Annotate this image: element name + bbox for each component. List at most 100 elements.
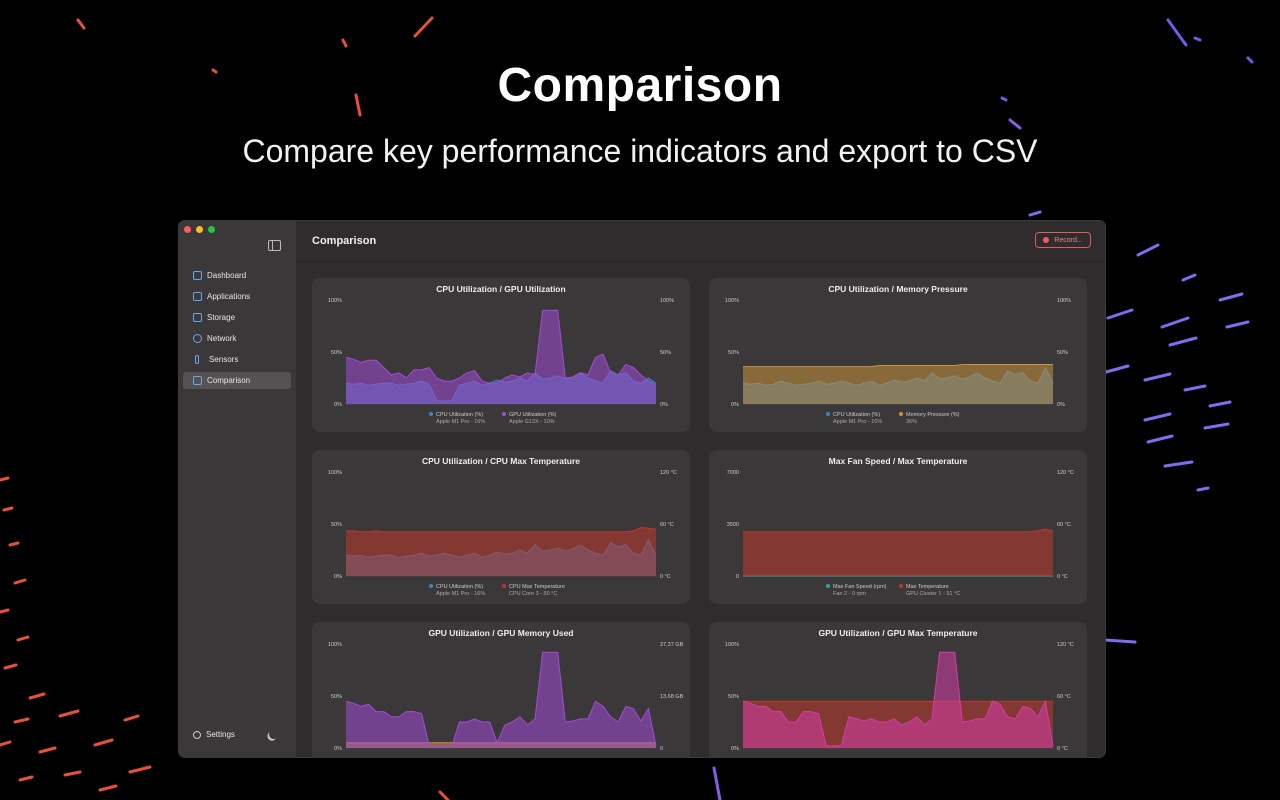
y-tick-left: 7000 (727, 470, 739, 476)
sidebar-item-label: Applications (207, 292, 251, 301)
y-tick-right: 50% (1057, 350, 1068, 356)
chart-card: Max Fan Speed / Max Temperature 7000 3500 0… (709, 450, 1087, 604)
page-title: Comparison (312, 235, 377, 247)
streak (1196, 486, 1210, 492)
sidebar-item-sensors[interactable]: Sensors (183, 351, 291, 368)
y-tick-left: 0% (731, 402, 739, 408)
streak (0, 476, 10, 482)
y-tick-right: 120 °C (1057, 642, 1074, 648)
streak (1146, 434, 1174, 444)
grid-icon (193, 271, 202, 280)
y-tick-left: 100% (725, 642, 739, 648)
y-tick-left: 3500 (727, 522, 739, 528)
zoom-button[interactable] (208, 226, 215, 233)
series-line (743, 364, 1053, 368)
chart-title: CPU Utilization / CPU Max Temperature (422, 456, 580, 466)
legend-label: Max Fan Speed (rpm) (833, 584, 887, 590)
series-area (743, 529, 1053, 576)
legend-sub: Apple M1 Pro - 16% (436, 591, 485, 597)
series-line (743, 528, 1054, 533)
gear-icon (193, 730, 201, 739)
streak (1181, 273, 1197, 282)
legend-sub: Apple M1 Pro - 16% (436, 419, 485, 425)
streak (1163, 460, 1194, 468)
sidebar-nav: Dashboard Applications Storage Network S… (183, 267, 291, 393)
streak (1208, 400, 1232, 408)
streak (13, 717, 30, 724)
record-dot-icon (1043, 237, 1050, 243)
chart-svg: Max Fan Speed / Max Temperature 7000 3500 0… (727, 456, 1074, 597)
streak (2, 506, 14, 512)
legend-entry: CPU Utilization (%)Apple M1 Pro - 16% (826, 412, 882, 425)
y-tick-right: 0 °C (1057, 746, 1068, 752)
streak (1103, 638, 1137, 644)
series-area (346, 652, 656, 748)
streak (1160, 316, 1190, 329)
series-line (346, 526, 657, 533)
y-tick-right: 13,68 GB (660, 694, 684, 700)
chart-card: CPU Utilization / CPU Max Temperature 100… (312, 450, 690, 604)
streak (1000, 96, 1008, 102)
y-tick-right: 60 °C (1057, 694, 1071, 700)
streak (1104, 364, 1130, 374)
sidebar-toggle-icon[interactable] (268, 240, 281, 251)
y-tick-left: 0% (334, 746, 342, 752)
y-tick-right: 120 °C (660, 470, 677, 476)
streak (38, 746, 57, 754)
sidebar-item-label: Network (207, 334, 237, 343)
streak (1168, 336, 1198, 347)
y-tick-right: 0 (660, 746, 663, 752)
streak (28, 692, 46, 700)
app-window: Dashboard Applications Storage Network S… (179, 221, 1105, 757)
settings-button[interactable]: Settings (193, 730, 235, 739)
sidebar-item-label: Dashboard (207, 271, 247, 280)
moon-icon[interactable] (268, 729, 280, 741)
streak (18, 775, 34, 782)
sidebar-item-applications[interactable]: Applications (183, 288, 291, 305)
sidebar: Dashboard Applications Storage Network S… (179, 221, 297, 757)
legend-label: CPU Max Temperature (509, 584, 565, 590)
series-area (743, 652, 1053, 748)
streak (8, 541, 20, 547)
streak (1166, 18, 1188, 47)
sidebar-item-network[interactable]: Network (183, 330, 291, 347)
streak (13, 578, 27, 585)
close-button[interactable] (184, 226, 191, 233)
chart-title: GPU Utilization / GPU Memory Used (429, 628, 574, 638)
sidebar-item-dashboard[interactable]: Dashboard (183, 267, 291, 284)
chart-card: GPU Utilization / GPU Memory Used 100% 50%… (312, 622, 690, 757)
legend-swatch (826, 412, 830, 416)
streak (211, 68, 218, 74)
y-tick-left: 50% (331, 694, 342, 700)
minimize-button[interactable] (196, 226, 203, 233)
y-tick-left: 100% (328, 642, 342, 648)
legend-label: CPU Utilization (%) (436, 412, 483, 418)
legend-entry: GPU Utilization (%)Apple G13X - 10% (502, 412, 557, 425)
y-tick-right: 0% (1057, 402, 1065, 408)
legend-label: Max Temperature (906, 584, 949, 590)
streak (1143, 372, 1172, 382)
legend-entry: CPU Utilization (%)Apple M1 Pro - 16% (429, 584, 485, 597)
sidebar-item-comparison[interactable]: Comparison (183, 372, 291, 389)
sidebar-item-label: Storage (207, 313, 236, 322)
series-line (345, 651, 657, 747)
record-button[interactable]: Record... (1035, 232, 1091, 248)
chart-card: CPU Utilization / Memory Pressure 100% 50%… (709, 278, 1087, 432)
streak (1183, 384, 1207, 392)
sidebar-item-storage[interactable]: Storage (183, 309, 291, 326)
streak (1143, 412, 1172, 422)
streak (1136, 243, 1160, 257)
streak (1008, 118, 1022, 130)
legend-swatch (899, 412, 903, 416)
y-tick-right: 120 °C (1057, 470, 1074, 476)
streak (1203, 422, 1230, 430)
streak (123, 714, 140, 722)
streak (413, 16, 434, 38)
sidebar-item-label: Sensors (209, 355, 239, 364)
legend-swatch (502, 584, 506, 588)
y-tick-left: 100% (328, 298, 342, 304)
record-label: Record... (1054, 236, 1083, 244)
chart-title: GPU Utilization / GPU Max Temperature (818, 628, 977, 638)
legend-entry: Max Fan Speed (rpm)Fan 2 - 0 rpm (826, 584, 887, 597)
